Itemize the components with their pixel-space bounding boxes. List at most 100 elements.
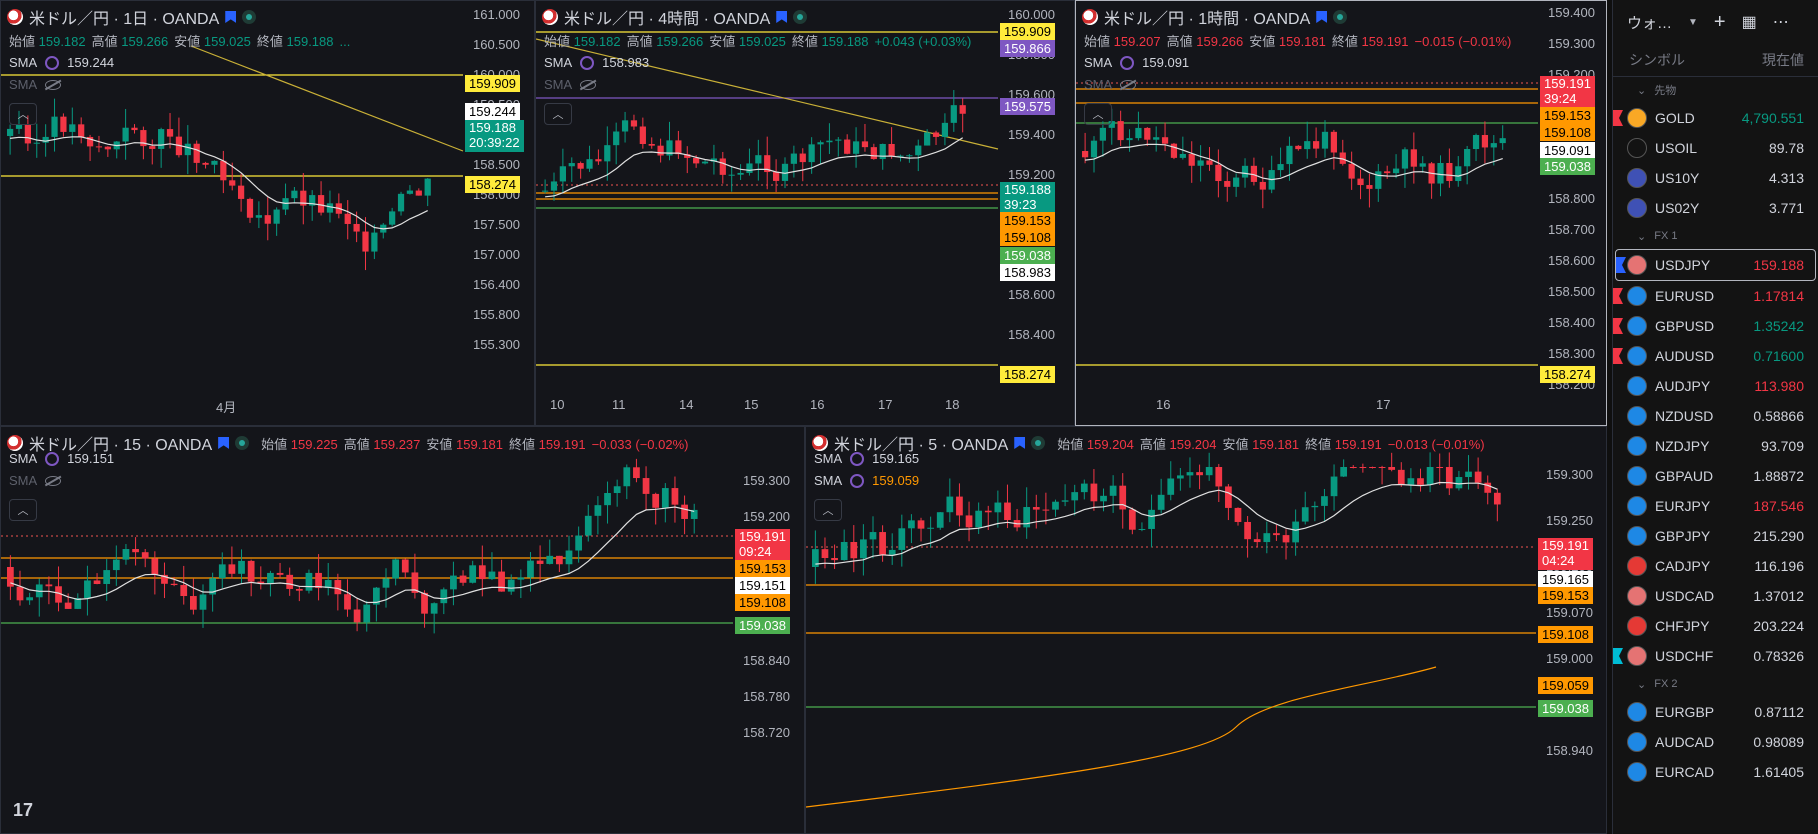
sma-cycle-icon	[1120, 55, 1135, 70]
candle-body	[633, 467, 640, 479]
watchlist-row[interactable]: USOIL 89.78	[1613, 133, 1818, 163]
chart-pane-daily[interactable]: 161.000160.500160.000159.500159.000158.5…	[0, 0, 535, 426]
watchlist-row[interactable]: GBPJPY 215.290	[1613, 521, 1818, 551]
price-label: 159.153	[1000, 212, 1055, 229]
chart-header[interactable]: 米ドル／円 · 4時間 · OANDA	[542, 5, 808, 29]
ohlc-label: 始値	[261, 436, 291, 452]
candle-body	[158, 129, 165, 149]
sma-legend[interactable]: SMA	[9, 77, 62, 92]
add-symbol-icon[interactable]: +	[1713, 10, 1726, 33]
sma-legend[interactable]: SMA 159.151	[9, 451, 114, 466]
sma-legend[interactable]: SMA 159.091	[1084, 55, 1189, 70]
candle-body	[430, 603, 438, 614]
chart-pane-1h[interactable]: 159.400159.300159.200159.100159.000158.9…	[1075, 0, 1607, 426]
watchlist-row[interactable]: AUDCAD 0.98089	[1613, 727, 1818, 757]
candle-body	[556, 555, 563, 565]
ohlc-change: ...	[339, 34, 351, 49]
time-axis-tick: 16	[1156, 397, 1171, 412]
chart-plot[interactable]	[536, 1, 1074, 425]
chart-header[interactable]: 米ドル／円 · 15 · OANDA 始値 159.225 高値 159.237 安…	[7, 431, 689, 455]
sma-legend[interactable]: SMA	[9, 473, 62, 488]
candle-body	[1401, 149, 1409, 169]
watchlist-row[interactable]: USDJPY 159.188	[1615, 249, 1816, 281]
chart-header[interactable]: 米ドル／円 · 1日 · OANDA	[7, 5, 257, 29]
chart-pane-5m[interactable]: 159.300159.250159.200159.070159.000158.9…	[805, 426, 1607, 834]
column-price[interactable]: 現在値	[1762, 52, 1804, 68]
sma-legend[interactable]: SMA 159.059	[814, 473, 919, 488]
watchlist-section-header[interactable]: ⌄ FX 2	[1613, 671, 1818, 697]
chart-plot[interactable]	[1, 427, 804, 833]
watchlist-section-header[interactable]: ⌄ FX 1	[1613, 223, 1818, 249]
sma-legend[interactable]: SMA	[1084, 77, 1137, 92]
ohlc-value: 159.182	[573, 34, 621, 49]
watchlist-symbol: GBPJPY	[1627, 526, 1710, 546]
column-symbol[interactable]: シンボル	[1629, 52, 1685, 68]
watchlist-row[interactable]: US10Y 4.313	[1613, 163, 1818, 193]
chart-plot[interactable]	[1, 1, 534, 425]
chart-pane-4h[interactable]: 160.000159.800159.600159.400159.200159.0…	[535, 0, 1075, 426]
collapse-legend-button[interactable]: ︿	[9, 103, 37, 125]
sma-legend[interactable]: SMA 159.165	[814, 451, 919, 466]
trend-line[interactable]	[190, 45, 464, 152]
candle-body	[924, 132, 931, 146]
candle-body	[908, 520, 915, 529]
candle-body	[362, 231, 369, 252]
trend-line[interactable]	[536, 38, 999, 150]
watchlist-row[interactable]: GBPUSD 1.35242	[1613, 311, 1818, 341]
symbol-icon	[1627, 286, 1647, 306]
candle-body	[536, 560, 544, 564]
collapse-legend-button[interactable]: ︿	[814, 499, 842, 521]
chart-plot[interactable]	[806, 427, 1606, 833]
watchlist-row[interactable]: NZDJPY 93.709	[1613, 431, 1818, 461]
price-label-value: 158.983	[1004, 265, 1051, 280]
candle-body	[666, 140, 673, 156]
watchlist-row[interactable]: NZDUSD 0.58866	[1613, 401, 1818, 431]
symbol-name: AUDJPY	[1655, 378, 1711, 394]
sma-legend[interactable]: SMA 159.244	[9, 55, 114, 70]
candle-body	[1388, 467, 1396, 470]
watchlist-row[interactable]: AUDUSD 0.71600	[1613, 341, 1818, 371]
chart-header[interactable]: 米ドル／円 · 1時間 · OANDA	[1082, 5, 1348, 29]
candle-body	[932, 132, 940, 137]
candle-body	[1282, 535, 1290, 543]
watchlist-title[interactable]: ウォ…	[1627, 14, 1673, 32]
sma-legend[interactable]: SMA	[544, 77, 597, 92]
chevron-down-icon[interactable]: ▼	[1688, 16, 1698, 28]
candle-body	[228, 564, 236, 574]
collapse-legend-button[interactable]: ︿	[1084, 103, 1112, 125]
candle-body	[202, 162, 209, 165]
symbol-icon	[1627, 316, 1647, 336]
candle-body	[1099, 127, 1106, 141]
candle-body	[86, 136, 94, 147]
sma-legend[interactable]: SMA 158.983	[544, 55, 649, 70]
candle-body	[1286, 145, 1293, 165]
chart-pane-15m[interactable]: 159.300159.200159.100159.000158.900158.8…	[0, 426, 805, 834]
watchlist-section-header[interactable]: ⌄ 先物	[1613, 77, 1818, 103]
collapse-legend-button[interactable]: ︿	[9, 499, 37, 521]
watchlist-row[interactable]: US02Y 3.771	[1613, 193, 1818, 223]
more-icon[interactable]: ⋯	[1772, 14, 1789, 31]
candle-body	[1397, 469, 1405, 485]
watchlist-row[interactable]: GOLD 4,790.551	[1613, 103, 1818, 133]
price-label: 159.108	[1538, 626, 1593, 643]
watchlist-row[interactable]: CADJPY 116.196	[1613, 551, 1818, 581]
candle-body	[675, 140, 682, 155]
calculator-icon[interactable]: ▦	[1741, 14, 1757, 31]
watchlist-row[interactable]: EURCAD 1.61405	[1613, 757, 1818, 787]
watchlist-row[interactable]: EURUSD 1.17814	[1613, 281, 1818, 311]
watchlist-row[interactable]: CHFJPY 203.224	[1613, 611, 1818, 641]
watchlist-row[interactable]: USDCAD 1.37012	[1613, 581, 1818, 611]
price-label-countdown: 04:24	[1542, 553, 1575, 568]
collapse-legend-button[interactable]: ︿	[544, 103, 572, 125]
watchlist-row[interactable]: USDCHF 0.78326	[1613, 641, 1818, 671]
flag-marker-icon	[1616, 257, 1626, 273]
chart-header[interactable]: 米ドル／円 · 5 · OANDA 始値 159.204 高値 159.204 安値…	[812, 431, 1485, 455]
watchlist-row[interactable]: EURJPY 187.546	[1613, 491, 1818, 521]
candle-body	[16, 586, 24, 601]
watchlist-row[interactable]: AUDJPY 113.980	[1613, 371, 1818, 401]
watchlist-row[interactable]: GBPAUD 1.88872	[1613, 461, 1818, 491]
watchlist-row[interactable]: EURGBP 0.87112	[1613, 697, 1818, 727]
candle-body	[850, 542, 858, 559]
chart-plot[interactable]	[1076, 1, 1606, 425]
symbol-icon	[1627, 406, 1647, 426]
